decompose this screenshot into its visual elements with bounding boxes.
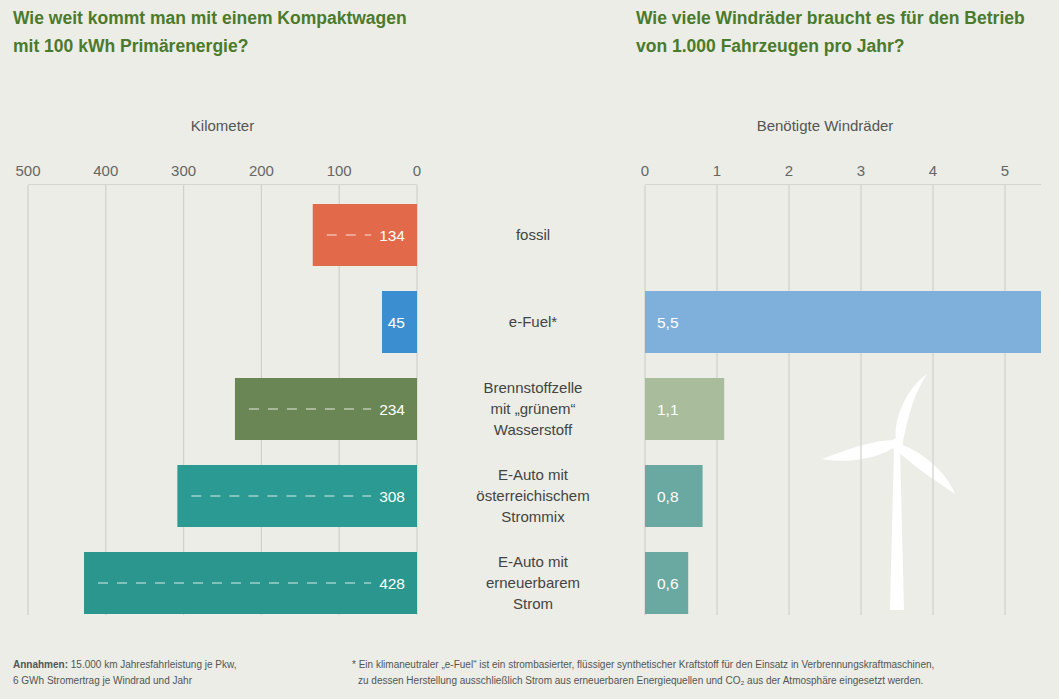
category-label: e-Fuel* (509, 313, 558, 330)
axis-line (645, 184, 1041, 185)
assumptions-line: 15.000 km Jahresfahrleistung je Pkw, (68, 659, 236, 670)
data-label: 428 (379, 575, 405, 592)
bar (313, 204, 417, 266)
turbine-blade (822, 440, 897, 461)
bar (645, 465, 703, 527)
bar-dash (327, 234, 371, 235)
category-line: mit „grünem“ (490, 400, 575, 417)
bar (84, 552, 417, 614)
tick-label: 400 (93, 162, 118, 179)
assumptions: Annahmen: 15.000 km Jahresfahrleistung j… (13, 659, 236, 670)
grid-line (105, 185, 106, 615)
tick-label: 0 (413, 162, 421, 179)
chart-title: Wie viele Windräder braucht es für den B… (636, 8, 1025, 56)
axis-line (28, 184, 417, 185)
data-label: 5,5 (657, 314, 679, 331)
category-line: fossil (516, 226, 550, 243)
bar (235, 378, 417, 440)
tick-label: 1 (713, 162, 721, 179)
assumptions-label: Annahmen: (13, 659, 68, 670)
tick-label: 100 (327, 162, 352, 179)
data-label: 0,8 (657, 488, 679, 505)
category-label: E-Auto mit erneuerbarem Strom (486, 553, 580, 612)
data-label: 134 (379, 227, 405, 244)
tick-label: 2 (785, 162, 793, 179)
category-label: E-Auto mit österreichischem Strommix (476, 466, 589, 525)
bar-dash (191, 495, 371, 496)
bar (382, 291, 417, 353)
grid-line (788, 185, 789, 615)
category-line: Strom (513, 595, 553, 612)
grid-line (932, 185, 933, 615)
grid-line (860, 185, 861, 615)
turbine-tower (890, 448, 904, 610)
category-line: Strommix (501, 508, 565, 525)
footnote: zu dessen Herstellung ausschließlich Str… (358, 675, 923, 686)
category-line: E-Auto mit (498, 553, 569, 570)
title-line: von 1.000 Fahrzeugen pro Jahr? (636, 36, 904, 56)
grid-line (27, 185, 28, 615)
bar (645, 552, 688, 614)
data-label: 234 (379, 401, 405, 418)
bar-dash (98, 582, 371, 583)
category-line: E-Auto mit (498, 466, 569, 483)
bar (645, 291, 1041, 353)
axis-label: Kilometer (191, 117, 254, 134)
chart-title: Wie weit kommt man mit einem Kompaktwage… (13, 8, 407, 56)
category-line: Brennstoffzelle (484, 379, 583, 396)
grid-line (1004, 185, 1005, 615)
bars (645, 291, 1041, 614)
assumptions-line: 6 GWh Stromertrag je Windrad und Jahr (13, 675, 193, 686)
tick-label: 4 (929, 162, 937, 179)
footnote: * Ein klimaneutraler „e-Fuel“ ist ein st… (352, 659, 934, 670)
turbine-blade (895, 444, 955, 494)
bar (177, 465, 417, 527)
category-label: fossil (516, 226, 550, 243)
tick-label: 0 (641, 162, 649, 179)
bars (84, 204, 417, 614)
turbine-icon (822, 374, 955, 610)
turbine-hub (891, 438, 903, 450)
title-line: Wie viele Windräder braucht es für den B… (636, 8, 1025, 28)
category-line: österreichischem (476, 487, 589, 504)
bar-dash (249, 408, 371, 409)
bar (645, 378, 724, 440)
category-line: e-Fuel* (509, 313, 558, 330)
category-line: erneuerbarem (486, 574, 580, 591)
data-label: 308 (379, 488, 405, 505)
tick-label: 5 (1001, 162, 1009, 179)
tick-label: 3 (857, 162, 865, 179)
tick-label: 500 (15, 162, 40, 179)
data-label: 45 (388, 314, 405, 331)
turbine-blade (896, 374, 927, 446)
data-label: 1,1 (657, 401, 679, 418)
tick-label: 300 (171, 162, 196, 179)
category-label: Brennstoffzelle mit „grünem“ Wasserstoff (484, 379, 583, 438)
page: Wie weit kommt man mit einem Kompaktwage… (0, 0, 1059, 699)
title-line: mit 100 kWh Primärenergie? (13, 36, 248, 56)
grid-line (183, 185, 184, 615)
data-label: 0,6 (657, 575, 679, 592)
title-line: Wie weit kommt man mit einem Kompaktwage… (13, 8, 407, 28)
axis-label: Benötigte Windräder (757, 117, 894, 134)
tick-label: 200 (249, 162, 274, 179)
category-line: Wasserstoff (494, 421, 573, 438)
